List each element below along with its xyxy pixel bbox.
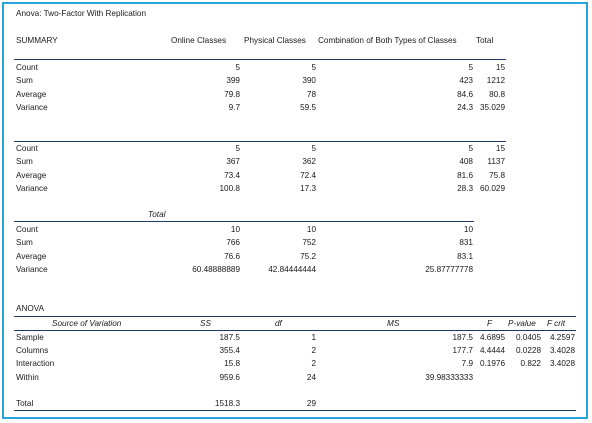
row-label-sum: Sum <box>16 238 33 248</box>
b2-online-average: 73.4 <box>180 171 240 181</box>
b2-online-sum: 367 <box>180 157 240 167</box>
anova-source-total: Total <box>16 399 33 409</box>
anova-ms-columns: 177.7 <box>413 346 473 356</box>
anova-df-sample: 1 <box>256 333 316 343</box>
anova-header-df: df <box>275 319 282 329</box>
anova-header-top-rule <box>14 316 576 317</box>
anova-ms-interaction: 7.9 <box>413 359 473 369</box>
b1-physical-average: 78 <box>256 90 316 100</box>
anova-header-f: F <box>487 319 492 329</box>
block1-top-rule <box>14 59 506 60</box>
b1-online-variance: 9.7 <box>180 103 240 113</box>
anova-header-f-crit: F crit <box>547 319 565 329</box>
row-label-variance: Variance <box>16 103 48 113</box>
b2-physical-average: 72.4 <box>256 171 316 181</box>
anova-bottom-rule <box>14 410 576 411</box>
anova-header-bottom-rule <box>14 330 576 331</box>
row-label-count: Count <box>16 63 38 73</box>
anova-source-interaction: Interaction <box>16 359 54 369</box>
row-label-sum: Sum <box>16 76 33 86</box>
row-label-variance: Variance <box>16 184 48 194</box>
b3-combo-sum: 831 <box>383 238 473 248</box>
anova-header-source: Source of Variation <box>52 319 121 329</box>
b2-physical-sum: 362 <box>256 157 316 167</box>
b2-total-average: 75.8 <box>445 171 505 181</box>
anova-df-total: 29 <box>256 399 316 409</box>
block3-top-rule <box>14 221 474 222</box>
header-physical-classes: Physical Classes <box>244 36 306 46</box>
b2-physical-count: 5 <box>256 144 316 154</box>
b3-combo-variance: 25.87777778 <box>383 265 473 275</box>
anova-source-within: Within <box>16 373 39 383</box>
header-online-classes: Online Classes <box>171 36 226 46</box>
anova-f-columns: 4.4444 <box>470 346 505 356</box>
anova-ss-within: 959.6 <box>180 373 240 383</box>
anova-fcrit-columns: 3.4028 <box>541 346 575 356</box>
anova-ms-within: 39.98333333 <box>383 373 473 383</box>
row-label-sum: Sum <box>16 157 33 167</box>
anova-header-p-value: P-value <box>508 319 536 329</box>
anova-header-ms: MS <box>387 319 399 329</box>
b1-total-count: 15 <box>445 63 505 73</box>
b3-physical-count: 10 <box>226 225 316 235</box>
b1-online-count: 5 <box>180 63 240 73</box>
b2-online-count: 5 <box>180 144 240 154</box>
row-label-variance: Variance <box>16 265 48 275</box>
b2-online-variance: 100.8 <box>180 184 240 194</box>
anova-ss-columns: 355.4 <box>180 346 240 356</box>
anova-p-columns: 0.0228 <box>505 346 541 356</box>
anova-p-interaction: 0.822 <box>505 359 541 369</box>
b2-total-count: 15 <box>445 144 505 154</box>
anova-df-columns: 2 <box>256 346 316 356</box>
b3-physical-sum: 752 <box>226 238 316 248</box>
b1-physical-sum: 390 <box>256 76 316 86</box>
b1-online-sum: 399 <box>180 76 240 86</box>
header-total: Total <box>476 36 493 46</box>
b1-total-average: 80.8 <box>445 90 505 100</box>
anova-f-interaction: 0.1976 <box>470 359 505 369</box>
anova-ms-sample: 187.5 <box>413 333 473 343</box>
anova-fcrit-interaction: 3.4028 <box>541 359 575 369</box>
anova-df-interaction: 2 <box>256 359 316 369</box>
b2-total-sum: 1137 <box>445 157 505 167</box>
block2-top-rule <box>14 141 506 142</box>
anova-title: Anova: Two-Factor With Replication <box>16 9 146 19</box>
anova-source-sample: Sample <box>16 333 44 343</box>
anova-fcrit-sample: 4.2597 <box>541 333 575 343</box>
summary-label: SUMMARY <box>16 36 58 46</box>
b1-online-average: 79.8 <box>180 90 240 100</box>
row-label-average: Average <box>16 252 46 262</box>
b3-physical-average: 75.2 <box>226 252 316 262</box>
total-block-label: Total <box>148 210 165 220</box>
b1-physical-count: 5 <box>256 63 316 73</box>
anova-source-columns: Columns <box>16 346 48 356</box>
anova-p-sample: 0.0405 <box>505 333 541 343</box>
b2-total-variance: 60.029 <box>445 184 505 194</box>
anova-ss-sample: 187.5 <box>180 333 240 343</box>
anova-df-within: 24 <box>256 373 316 383</box>
header-combination-classes: Combination of Both Types of Classes <box>318 36 457 46</box>
anova-label: ANOVA <box>16 304 44 314</box>
row-label-count: Count <box>16 144 38 154</box>
anova-header-ss: SS <box>200 319 211 329</box>
anova-f-sample: 4.6895 <box>470 333 505 343</box>
row-label-average: Average <box>16 90 46 100</box>
b3-combo-count: 10 <box>383 225 473 235</box>
b1-total-variance: 35.029 <box>445 103 505 113</box>
row-label-count: Count <box>16 225 38 235</box>
b3-physical-variance: 42.84444444 <box>226 265 316 275</box>
row-label-average: Average <box>16 171 46 181</box>
b1-physical-variance: 59.5 <box>256 103 316 113</box>
b1-total-sum: 1212 <box>445 76 505 86</box>
b2-physical-variance: 17.3 <box>256 184 316 194</box>
anova-ss-total: 1518.3 <box>180 399 240 409</box>
b3-combo-average: 83.1 <box>383 252 473 262</box>
anova-ss-interaction: 15.8 <box>180 359 240 369</box>
